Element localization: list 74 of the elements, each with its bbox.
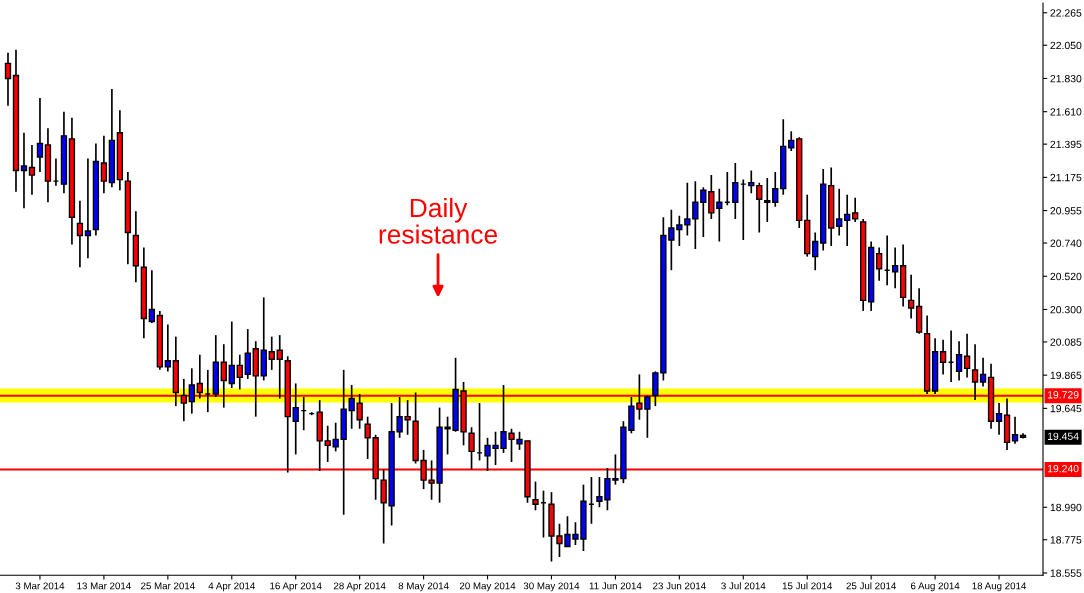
- y-tick-label: 21.610: [1050, 108, 1082, 116]
- y-tick-label: 18.990: [1050, 503, 1082, 512]
- candlestick: [228, 320, 235, 389]
- y-tick-label: 18.775: [1050, 536, 1082, 544]
- x-tick-label: 8 May 2014: [398, 582, 449, 592]
- candlestick: [788, 130, 795, 152]
- candlestick: [939, 338, 947, 376]
- y-tick-label: 21.395: [1050, 140, 1082, 149]
- x-tick-label: 16 Apr 2014: [270, 582, 322, 592]
- y-tick-label: 20.300: [1050, 305, 1082, 314]
- candlestick: [36, 97, 44, 173]
- y-tick-label: 22.265: [1050, 9, 1082, 17]
- candlestick: [236, 353, 243, 391]
- candlestick: [732, 162, 739, 220]
- candlestick: [708, 174, 715, 220]
- candlestick: [955, 340, 963, 382]
- candlestick: [20, 131, 28, 210]
- x-tick-label: 6 Aug 2014: [911, 582, 960, 592]
- ref-line-label: 19.240: [1047, 464, 1079, 473]
- ref-line-label: 19.729: [1047, 391, 1079, 399]
- x-tick-label: 25 Mar 2014: [141, 582, 195, 590]
- x-tick-label: 11 Jun 2014: [589, 582, 642, 590]
- x-tick-label: 30 May 2014: [523, 582, 580, 592]
- candlestick: [716, 187, 723, 243]
- y-tick-label: 19.645: [1050, 404, 1082, 413]
- x-tick-label: 3 Mar 2014: [15, 582, 65, 590]
- y-tick-label: 21.830: [1050, 74, 1082, 83]
- y-tick-label: 22.050: [1050, 41, 1082, 50]
- x-tick-label: 13 Mar 2014: [77, 582, 131, 590]
- y-tick-label: 21.175: [1050, 173, 1082, 182]
- candlestick: [164, 323, 172, 373]
- candlestick: [268, 335, 275, 371]
- y-tick-label: 20.955: [1050, 207, 1082, 215]
- x-tick-label: 20 May 2014: [459, 582, 516, 592]
- candlestick: [844, 193, 851, 247]
- candlestick: [995, 402, 1003, 436]
- candlestick: [907, 273, 915, 320]
- x-tick-label: 23 Jun 2014: [653, 582, 706, 590]
- x-tick-label: 18 Aug 2014: [972, 582, 1027, 592]
- candlestick: [244, 328, 251, 380]
- y-tick-label: 20.085: [1050, 338, 1082, 346]
- candlestick: [76, 199, 84, 269]
- candlestick: [748, 169, 755, 195]
- y-tick-label: 18.555: [1050, 569, 1082, 577]
- x-tick-label: 25 Jul 2014: [846, 582, 897, 590]
- candlestick: [852, 196, 859, 223]
- text: 19.454: [1047, 432, 1079, 440]
- candlestick: [84, 157, 92, 259]
- candlestick: [836, 187, 843, 237]
- candlestick: [979, 356, 987, 388]
- candlestick: [100, 134, 108, 195]
- candlestick: [891, 246, 899, 290]
- y-tick-label: 20.740: [1050, 239, 1082, 247]
- candlestick: [4, 51, 12, 107]
- x-tick-label: 28 Apr 2014: [333, 582, 386, 592]
- y-tick-label: 20.520: [1050, 272, 1082, 281]
- candlestick: [148, 269, 156, 324]
- candlestick: [772, 171, 779, 208]
- x-tick-label: 15 Jul 2014: [782, 582, 833, 590]
- x-tick-label: 3 Jul 2014: [721, 582, 766, 590]
- candlestick: [324, 424, 331, 463]
- candlestick: [963, 332, 971, 379]
- candlestick: [812, 231, 819, 272]
- candlestick: [532, 480, 539, 512]
- candlestick: [764, 177, 771, 223]
- candlestick: [188, 367, 195, 415]
- x-tick-label: 4 Apr 2014: [208, 582, 256, 592]
- candlestick: [292, 382, 299, 456]
- candlestick: [756, 181, 763, 234]
- candlestick: [28, 144, 36, 196]
- candlestick: [875, 246, 883, 282]
- annotation: Daily resistance: [379, 197, 498, 244]
- candlestick: [1011, 415, 1019, 445]
- y-tick-label: 19.865: [1050, 371, 1082, 380]
